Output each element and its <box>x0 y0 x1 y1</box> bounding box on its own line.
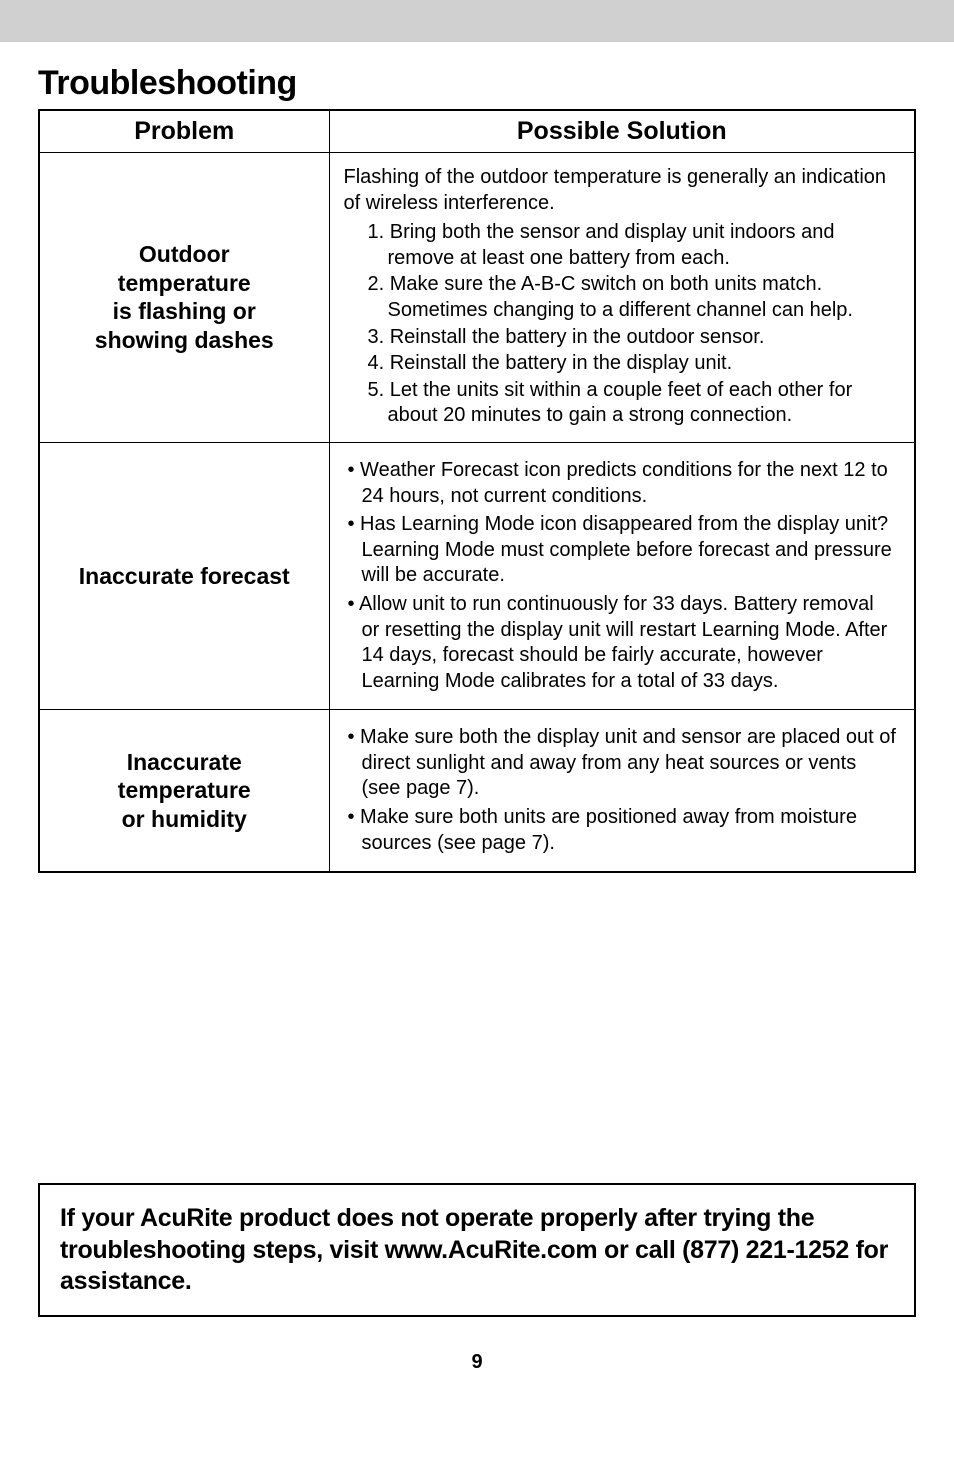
solution-cell: • Weather Forecast icon predicts conditi… <box>329 442 915 709</box>
list-item: • Allow unit to run continuously for 33 … <box>344 592 897 694</box>
troubleshooting-table: Problem Possible Solution Outdoortempera… <box>38 109 916 873</box>
solution-ordered-list: 1. Bring both the sensor and display uni… <box>344 220 897 429</box>
problem-cell: Inaccuratetemperatureor humidity <box>39 710 329 872</box>
col-header-problem: Problem <box>39 110 329 153</box>
page-number: 9 <box>0 1351 954 1374</box>
table-row: Outdoortemperatureis flashing orshowing … <box>39 153 915 443</box>
list-item: 4. Reinstall the battery in the display … <box>368 351 897 377</box>
solution-bullet-list: • Weather Forecast icon predicts conditi… <box>344 458 897 694</box>
col-header-solution: Possible Solution <box>329 110 915 153</box>
list-item: 2. Make sure the A-B-C switch on both un… <box>368 272 897 323</box>
problem-cell: Outdoortemperatureis flashing orshowing … <box>39 153 329 443</box>
solution-cell: • Make sure both the display unit and se… <box>329 710 915 872</box>
footer-note: If your AcuRite product does not operate… <box>38 1183 916 1317</box>
list-item: • Make sure both units are positioned aw… <box>344 805 897 856</box>
list-item: • Weather Forecast icon predicts conditi… <box>344 458 897 509</box>
list-item: 3. Reinstall the battery in the outdoor … <box>368 325 897 351</box>
list-item: 5. Let the units sit within a couple fee… <box>368 378 897 429</box>
list-item: • Has Learning Mode icon disappeared fro… <box>344 512 897 589</box>
table-row: Inaccuratetemperatureor humidity • Make … <box>39 710 915 872</box>
solution-intro: Flashing of the outdoor temperature is g… <box>344 165 897 216</box>
header-bar <box>0 0 954 42</box>
table-row: Inaccurate forecast • Weather Forecast i… <box>39 442 915 709</box>
problem-cell: Inaccurate forecast <box>39 442 329 709</box>
solution-cell: Flashing of the outdoor temperature is g… <box>329 153 915 443</box>
solution-bullet-list: • Make sure both the display unit and se… <box>344 725 897 856</box>
list-item: • Make sure both the display unit and se… <box>344 725 897 802</box>
page-title: Troubleshooting <box>38 64 916 103</box>
content: Troubleshooting Problem Possible Solutio… <box>0 64 954 903</box>
list-item: 1. Bring both the sensor and display uni… <box>368 220 897 271</box>
